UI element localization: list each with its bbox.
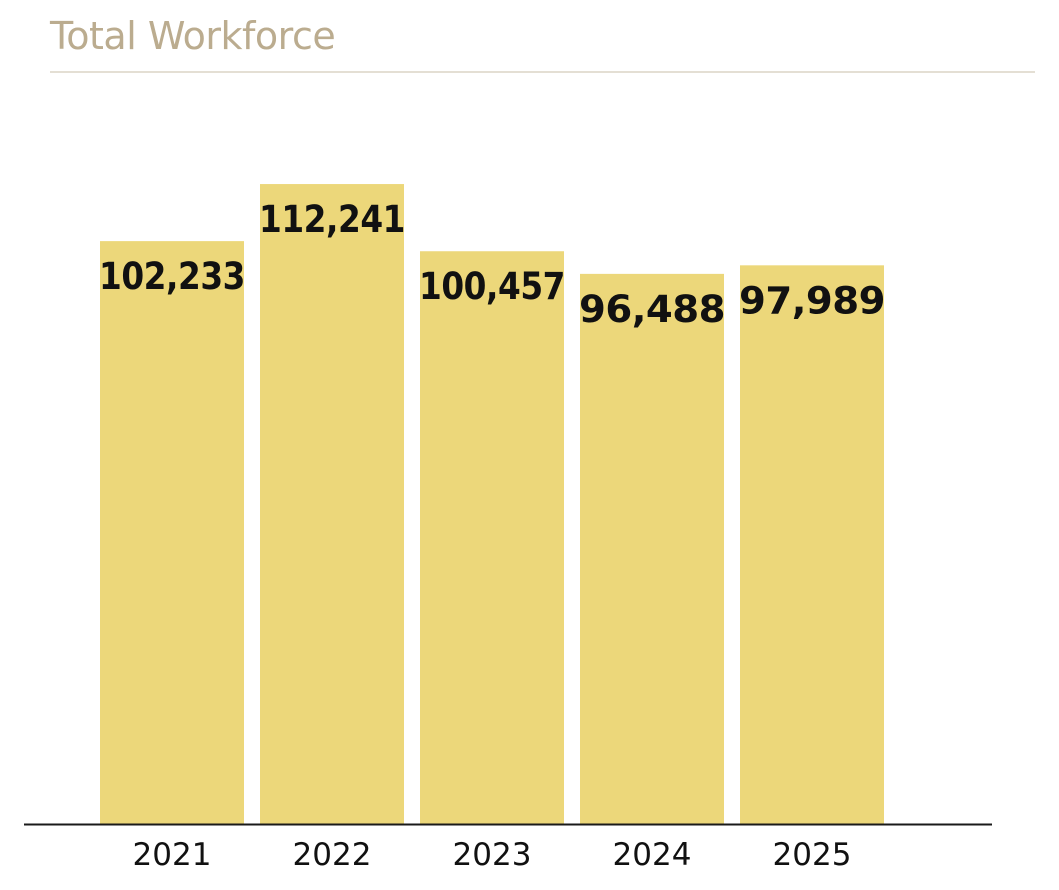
bar-value-label-2024: 96,488 — [579, 288, 725, 331]
bar-2022 — [260, 184, 404, 825]
x-tick-label-2024: 2024 — [613, 837, 692, 873]
bar-value-label-2025: 97,989 — [739, 279, 885, 322]
title-divider — [50, 71, 1035, 73]
bar-2021 — [100, 241, 244, 824]
bar-2023 — [420, 251, 564, 825]
bar-2025 — [740, 265, 884, 824]
x-tick-labels: 2021 2022 2023 2024 2025 — [133, 837, 852, 873]
bar-2024 — [580, 273, 724, 824]
bar-value-label-2023: 100,457 — [419, 265, 565, 308]
bars-group: 102,233 112,241 100,457 96,488 97,989 — [99, 184, 886, 825]
bar-value-label-2022: 112,241 — [259, 198, 405, 241]
x-tick-label-2022: 2022 — [293, 837, 372, 873]
chart-title: Total Workforce — [50, 14, 336, 58]
x-tick-label-2021: 2021 — [133, 837, 212, 873]
x-tick-label-2023: 2023 — [453, 837, 532, 873]
bar-value-label-2021: 102,233 — [99, 255, 245, 298]
x-tick-label-2025: 2025 — [773, 837, 852, 873]
